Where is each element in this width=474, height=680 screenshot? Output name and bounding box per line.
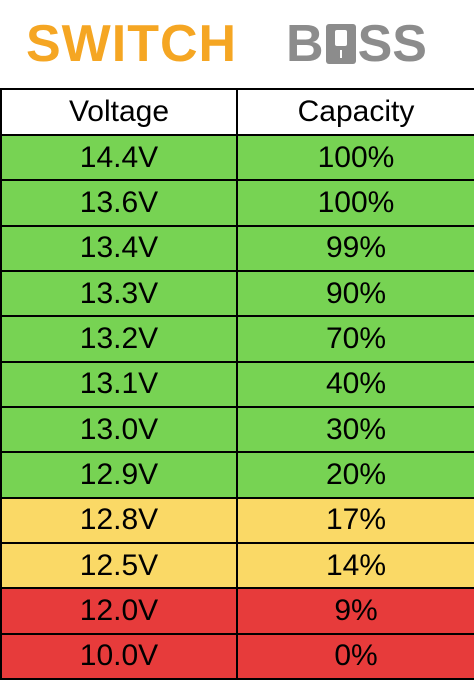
capacity-cell: 20% xyxy=(236,451,474,499)
voltage-cell: 13.1V xyxy=(0,360,238,408)
brand-logo-ss: SS xyxy=(357,15,427,73)
brand-logo-switch-text: SWITCH xyxy=(26,15,238,73)
capacity-column-header: Capacity xyxy=(236,88,474,136)
capacity-cell: 70% xyxy=(236,315,474,363)
capacity-cell: 90% xyxy=(236,269,474,318)
table-row: 13.4V 99% xyxy=(0,224,474,272)
table-row: 12.8V 17% xyxy=(0,496,474,544)
voltage-cell: 13.6V xyxy=(0,179,238,227)
voltage-cell: 10.0V xyxy=(0,632,238,680)
voltage-cell: 12.5V xyxy=(0,541,238,590)
table-header-row: Voltage Capacity xyxy=(0,88,474,136)
capacity-cell: 9% xyxy=(236,587,474,635)
table-row: 10.0V 0% xyxy=(0,632,474,680)
capacity-cell: 100% xyxy=(236,179,474,227)
table-row: 13.3V 90% xyxy=(0,269,474,318)
voltage-cell: 13.3V xyxy=(0,269,238,318)
voltage-capacity-table: Voltage Capacity 14.4V 100% 13.6V 100% 1… xyxy=(0,88,474,680)
voltage-cell: 12.8V xyxy=(0,496,238,544)
table-row: 12.9V 20% xyxy=(0,451,474,499)
capacity-cell: 40% xyxy=(236,360,474,408)
capacity-cell: 17% xyxy=(236,496,474,544)
capacity-cell: 100% xyxy=(236,133,474,182)
voltage-cell: 12.0V xyxy=(0,587,238,635)
table-row: 13.1V 40% xyxy=(0,360,474,408)
voltage-column-header: Voltage xyxy=(0,88,238,136)
toggle-switch-icon xyxy=(325,24,356,64)
voltage-cell: 12.9V xyxy=(0,451,238,499)
capacity-cell: 0% xyxy=(236,632,474,680)
table-row: 13.0V 30% xyxy=(0,405,474,454)
brand-logo-b: B xyxy=(286,15,324,73)
capacity-cell: 14% xyxy=(236,541,474,590)
brand-logo-boss-text: B SS xyxy=(286,14,427,74)
voltage-cell: 13.4V xyxy=(0,224,238,272)
voltage-cell: 14.4V xyxy=(0,133,238,182)
brand-logo: SWITCH B SS xyxy=(0,0,474,88)
voltage-cell: 13.2V xyxy=(0,315,238,363)
capacity-cell: 99% xyxy=(236,224,474,272)
capacity-cell: 30% xyxy=(236,405,474,454)
table-row: 14.4V 100% xyxy=(0,133,474,182)
table-row: 12.5V 14% xyxy=(0,541,474,590)
table-row: 13.2V 70% xyxy=(0,315,474,363)
voltage-cell: 13.0V xyxy=(0,405,238,454)
table-row: 12.0V 9% xyxy=(0,587,474,635)
table-row: 13.6V 100% xyxy=(0,179,474,227)
